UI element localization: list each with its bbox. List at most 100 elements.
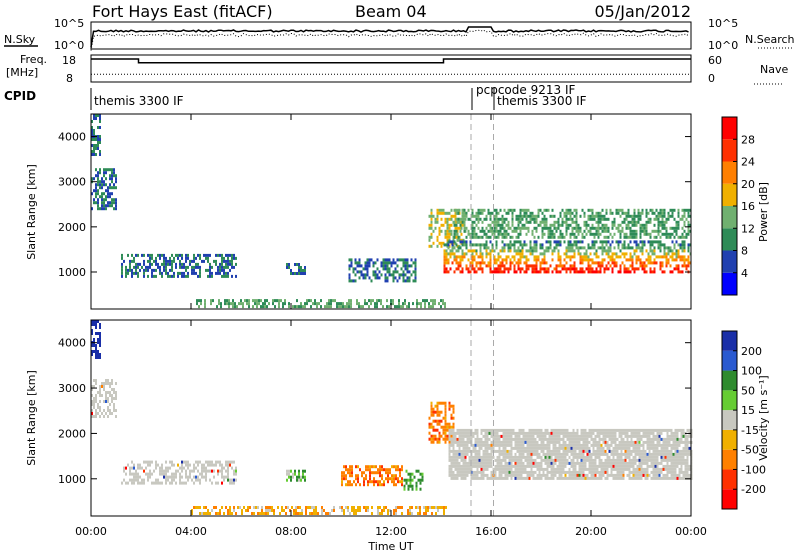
velocity-cell [604,428,607,432]
velocity-cell [642,446,645,450]
velocity-cell [572,437,575,441]
velocity-cell [574,449,577,453]
velocity-cell [349,471,351,475]
velocity-cell [638,437,641,441]
power-cell [443,264,446,268]
velocity-cell [93,406,95,409]
velocity-cell [486,440,489,444]
velocity-cell [652,470,655,474]
power-cell [97,189,99,193]
power-cell [521,214,524,218]
velocity-cell [219,509,221,512]
velocity-cell [564,473,567,477]
power-cell [569,211,572,215]
power-cell [653,217,656,221]
velocity-cell [419,506,421,509]
power-cell [185,253,187,257]
power-cell [521,208,524,212]
power-cell [545,208,548,212]
power-cell [103,183,105,187]
power-cell [581,232,584,236]
velocity-cell [446,434,449,438]
velocity-cell [578,470,581,474]
power-cell [487,264,490,268]
velocity-cell [684,467,687,471]
power-cell [613,232,616,236]
velocity-cell [644,440,647,444]
velocity-cell [452,473,455,477]
velocity-cell [610,443,613,447]
power-cell [679,217,682,221]
velocity-cell [409,512,411,515]
power-cell [137,271,139,275]
velocity-cell [666,446,669,450]
velocity-cell [103,385,105,388]
power-cell [681,264,684,268]
power-cell [561,264,564,268]
velocity-cell [247,506,249,509]
velocity-cell [299,506,301,509]
power-cell [587,255,590,259]
velocity-cell [470,437,473,441]
power-cell [665,255,668,259]
velocity-cell [512,458,515,462]
velocity-cell [415,506,417,509]
velocity-cell [504,452,507,456]
velocity-cell [490,458,493,462]
power-cell [523,240,526,244]
velocity-cell [437,509,439,512]
power-cell [559,243,562,247]
velocity-cell [163,475,165,479]
power-cell [416,305,418,309]
velocity-cell [221,469,223,473]
power-cell [611,220,614,224]
power-cell [445,243,448,247]
velocity-cell [686,455,689,459]
power-cell [493,217,496,221]
velocity-cell [385,477,387,481]
velocity-cell [654,470,657,474]
power-cell [99,150,101,153]
velocity-cell [291,506,293,509]
power-cell [499,217,502,221]
velocity-cell [612,467,615,471]
velocity-cell [115,415,117,418]
velocity-cell [439,506,441,509]
power-cell [382,305,384,309]
power-cell [151,271,153,275]
velocity-cell [614,449,617,453]
velocity-cell [602,467,605,471]
velocity-cell [576,470,579,474]
power-cell [579,252,582,256]
power-cell [236,305,238,309]
velocity-cell [290,478,292,482]
velocity-cell [345,477,347,481]
velocity-cell [562,458,565,462]
velocity-cell [622,461,625,465]
velocity-cell [550,431,553,435]
power-cell [589,267,592,271]
velocity-cell [540,443,543,447]
power-cell [673,258,676,262]
velocity-cell [676,464,679,468]
velocity-cell [552,443,555,447]
velocity-cell [622,446,625,450]
power-cell [457,217,460,221]
velocity-cell [221,481,223,485]
power-cell [221,259,223,263]
power-cell [531,214,534,218]
velocity-cell [155,463,157,467]
power-cell [565,226,568,230]
velocity-cell [602,461,605,465]
power-cell [485,217,488,221]
velocity-cell [576,461,579,465]
power-cell [167,262,169,266]
velocity-cell [568,437,571,441]
power-cell [414,267,417,271]
power-cell [575,229,578,233]
velocity-cell [448,401,451,405]
velocity-cell [95,344,97,347]
power-cell [587,208,590,212]
velocity-cell [604,464,607,468]
velocity-cell [355,474,357,478]
